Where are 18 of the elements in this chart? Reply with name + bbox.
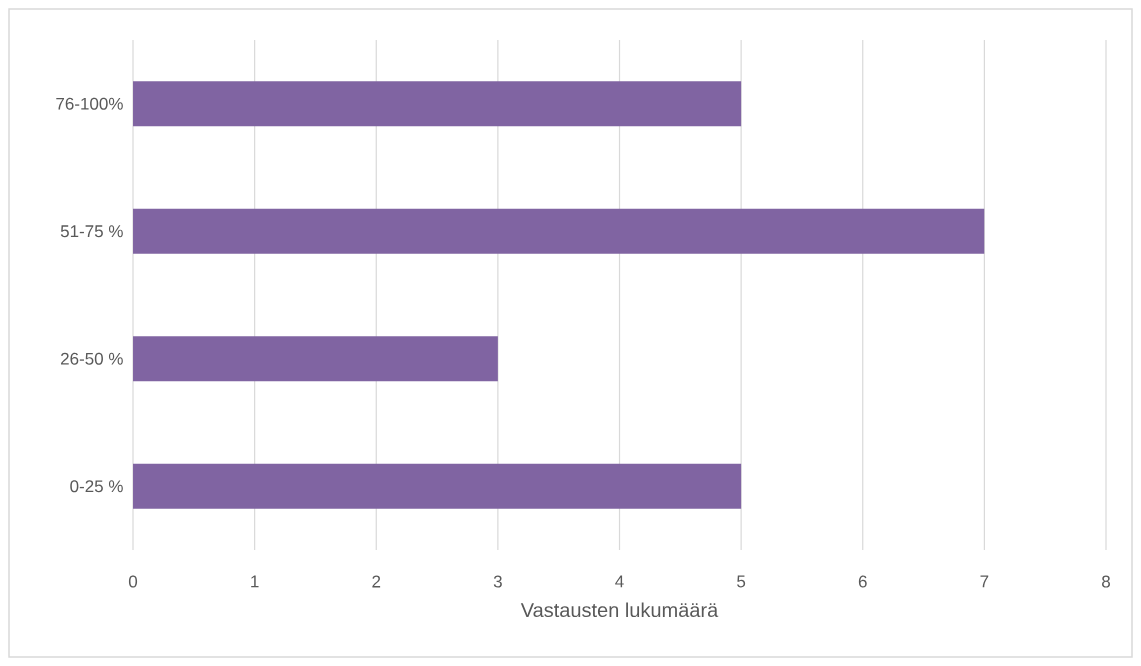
x-tick-label: 4 (615, 575, 624, 588)
x-tick-label: 0 (128, 575, 138, 588)
y-tick-label: 76-100% (56, 97, 123, 110)
x-tick-label: 3 (493, 575, 502, 588)
bar (133, 81, 742, 127)
x-tick-label: 6 (858, 575, 867, 588)
x-axis-title: Vastausten lukumäärä (520, 602, 719, 618)
x-tick-label: 5 (737, 575, 746, 588)
x-tick-label: 2 (372, 575, 381, 588)
bar (133, 463, 742, 509)
y-tick-label: 26-50 % (61, 352, 123, 365)
y-tick-label: 0-25 % (70, 480, 123, 493)
y-tick-label: 51-75 % (60, 225, 123, 238)
x-tick-label: 1 (251, 575, 259, 588)
x-tick-label: 7 (980, 575, 989, 588)
x-tick-label: 8 (1102, 575, 1110, 588)
bar (133, 208, 985, 254)
bar (133, 336, 498, 382)
